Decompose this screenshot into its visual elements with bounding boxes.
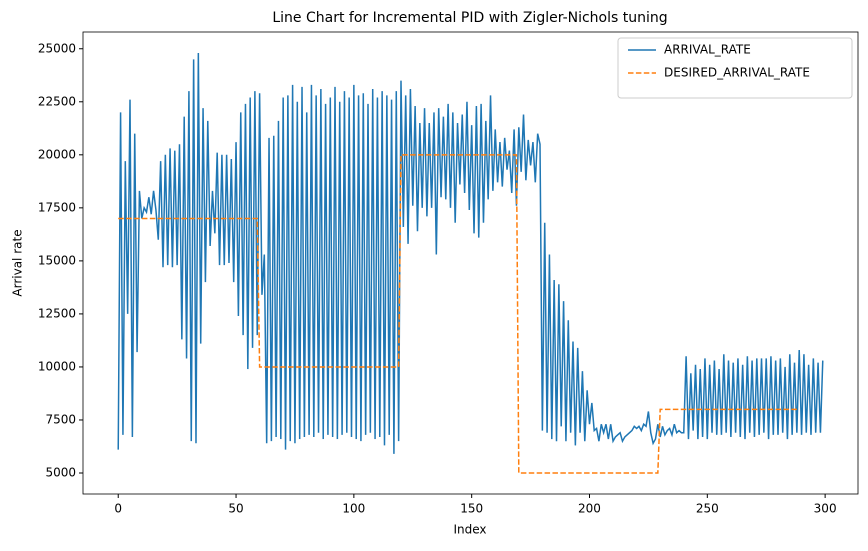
- x-tick-label: 0: [114, 502, 122, 516]
- legend-box: [617, 37, 853, 99]
- y-tick-label: 10000: [38, 359, 76, 373]
- y-tick-label: 25000: [38, 41, 76, 55]
- data-line: [117, 52, 824, 454]
- y-tick-label: 22500: [38, 94, 76, 108]
- plot-frame: [82, 31, 859, 495]
- x-tick-label: 200: [578, 502, 601, 516]
- x-tick-label: 100: [342, 502, 365, 516]
- x-tick-label: 150: [460, 502, 483, 516]
- y-tick-label: 5000: [45, 466, 76, 480]
- x-tick-label: 250: [696, 502, 719, 516]
- x-axis-label: Index: [453, 523, 486, 537]
- y-tick-label: 15000: [38, 253, 76, 267]
- legend-label: DESIRED_ARRIVAL_RATE: [664, 66, 810, 80]
- data-line: [118, 154, 800, 474]
- y-tick-label: 7500: [45, 412, 76, 426]
- y-axis-label: Arrival rate: [11, 229, 25, 296]
- y-tick-label: 12500: [38, 306, 76, 320]
- x-tick-label: 50: [228, 502, 243, 516]
- legend-label: ARRIVAL_RATE: [664, 43, 751, 57]
- x-tick-label: 300: [814, 502, 837, 516]
- chart-title: Line Chart for Incremental PID with Zigl…: [272, 10, 667, 26]
- y-tick-label: 20000: [38, 147, 76, 161]
- y-tick-label: 17500: [38, 200, 76, 214]
